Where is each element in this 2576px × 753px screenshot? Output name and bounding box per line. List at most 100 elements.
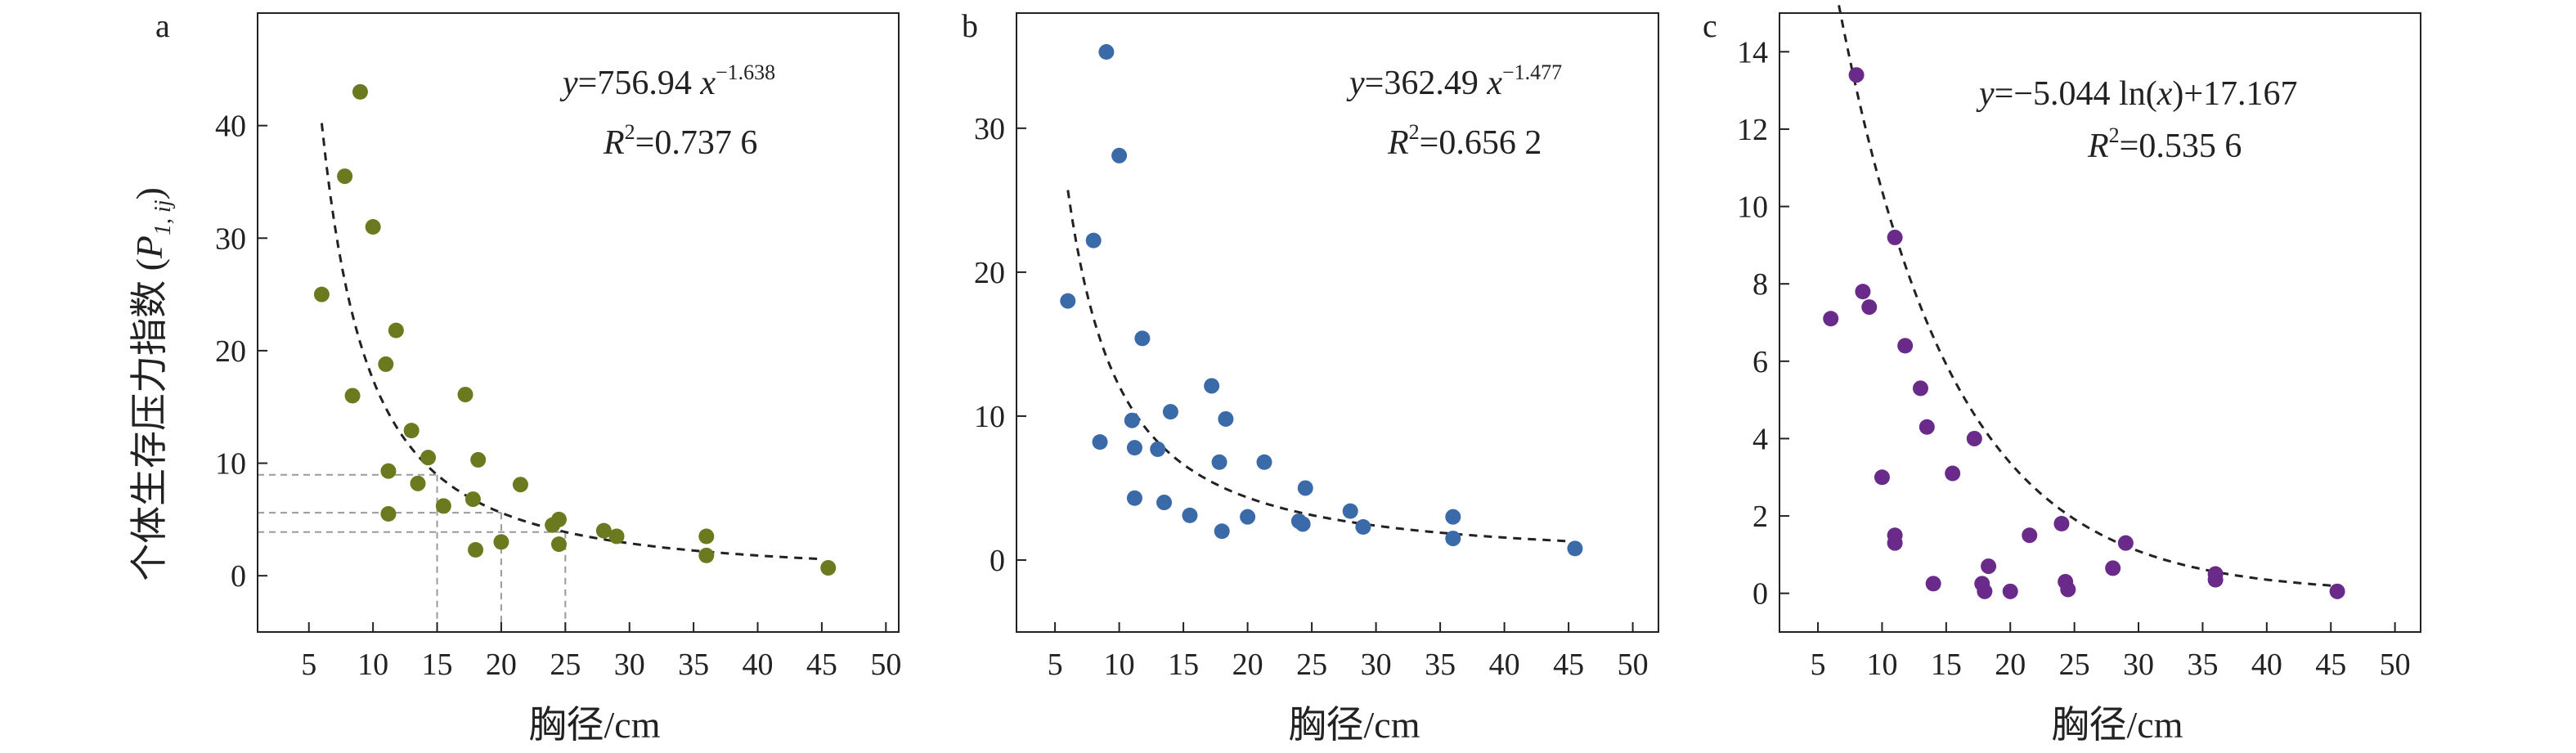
y-axis-label-subscript: 1, ij xyxy=(150,199,176,235)
panel-c-r2: R2=0.535 6 xyxy=(2087,123,2242,165)
panel-b-frame xyxy=(1016,12,1659,633)
panel-b-ytick-label-2: 20 xyxy=(974,256,1005,290)
panel-b-point-26 xyxy=(1567,540,1583,557)
panel-b-r2-sq: 2 xyxy=(1409,120,1420,144)
panel-b-equation: y=362.49 x−1.477 xyxy=(1346,61,1562,102)
y-axis-label-symbol: P xyxy=(128,235,170,259)
panel-c-ytick-label-1: 2 xyxy=(1752,500,1768,534)
panel-c-point-23 xyxy=(2117,535,2134,551)
panel-b-xtick-label-3: 20 xyxy=(1232,648,1263,682)
panel-b-r2-val: =0.656 2 xyxy=(1420,124,1542,162)
panel-c-point-22 xyxy=(2105,560,2121,576)
panel-b-ytick-label-3: 30 xyxy=(974,112,1005,146)
panel-b-eq-x: x xyxy=(1486,65,1502,102)
panel-b-xtick-label-8: 45 xyxy=(1553,648,1584,682)
panel-c-point-17 xyxy=(2002,583,2018,599)
panel-a-ytick-label-3: 30 xyxy=(215,222,246,256)
panel-a-xtick-label-6: 35 xyxy=(678,648,709,682)
panel-a-xtick-label-1: 10 xyxy=(357,648,388,682)
panel-c-xtick-label-5: 30 xyxy=(2123,648,2154,682)
panel-c-ytick-label-7: 14 xyxy=(1737,35,1768,69)
panel-a-xtick-label-5: 30 xyxy=(614,648,645,682)
panel-c-plot: 5 10 15 20 25 30 35 40 45 50 0 2 4 6 8 10 12 14 xyxy=(1737,0,2421,682)
panel-c-point-13 xyxy=(1966,430,1982,446)
panel-a-xtick-label-7: 40 xyxy=(743,648,774,682)
panel-a-ytick-label-1: 10 xyxy=(215,447,246,482)
panel-a-r2: R2=0.737 6 xyxy=(603,120,757,162)
panel-c-r2-r: R xyxy=(2087,128,2109,165)
y-axis-label-close-paren: ) xyxy=(128,187,170,199)
panel-c-xtick-label-0: 5 xyxy=(1811,648,1826,682)
panel-a-point-22 xyxy=(595,522,612,539)
panel-a: a 5 10 15 20 25 30 35 40 45 50 0 10 20 30 40 胸径/cm y=7… xyxy=(155,7,901,746)
panel-b-xtick-label-0: 5 xyxy=(1048,648,1063,682)
panel-b-point-14 xyxy=(1211,454,1227,470)
panel-b-letter: b xyxy=(962,7,978,44)
panel-c-letter: c xyxy=(1703,7,1717,44)
panel-a-point-16 xyxy=(470,451,487,468)
panel-a-point-3 xyxy=(352,83,368,100)
panel-a-xtick-label-4: 25 xyxy=(550,648,581,682)
panel-a-point-23 xyxy=(608,528,625,545)
panel-a-fit-curve xyxy=(320,123,822,561)
panel-c-point-11 xyxy=(1925,576,1941,592)
panel-c-fit-curve xyxy=(1836,0,2331,587)
panel-c-eq-x: x xyxy=(2156,75,2173,113)
panel-b-point-12 xyxy=(1182,507,1198,523)
panel-a-r2-sq: 2 xyxy=(625,120,635,144)
panel-b-point-20 xyxy=(1295,516,1311,532)
panel-c-point-2 xyxy=(1855,284,1871,300)
panel-a-point-14 xyxy=(464,491,481,508)
panel-b-xlabel: 胸径/cm xyxy=(1289,704,1420,746)
panel-c-xtick-label-8: 45 xyxy=(2315,648,2346,682)
panel-b-point-9 xyxy=(1150,441,1166,457)
panel-a-point-12 xyxy=(435,498,451,514)
panel-a-xlabel: 胸径/cm xyxy=(529,704,661,746)
panel-b-xtick-label-2: 15 xyxy=(1168,648,1199,682)
panel-c-xtick-label-9: 50 xyxy=(2380,648,2411,682)
panel-c-point-12 xyxy=(1945,465,1961,482)
panel-b-point-5 xyxy=(1124,412,1140,428)
panel-b-xtick-label-4: 25 xyxy=(1296,648,1327,682)
panel-a-point-6 xyxy=(380,463,397,479)
panel-a-eq-exp: −1.638 xyxy=(716,61,775,84)
panel-c-r2-val: =0.535 6 xyxy=(2120,128,2242,165)
panel-c-point-18 xyxy=(2022,527,2038,544)
panel-c-xtick-label-4: 25 xyxy=(2059,648,2090,682)
panel-b-eq-exp: −1.477 xyxy=(1502,61,1562,84)
panel-a-equation: y=756.94 x−1.638 xyxy=(559,61,775,102)
panel-a-point-24 xyxy=(698,528,715,545)
panel-a-point-18 xyxy=(512,477,528,493)
panel-c-xlabel: 胸径/cm xyxy=(2052,704,2183,746)
panel-c-equation: y=−5.044 ln(x)+17.167 xyxy=(1976,75,2298,113)
panel-c-point-26 xyxy=(2329,583,2345,599)
panel-b-plot: 5 10 15 20 25 30 35 40 45 50 0 10 20 30 xyxy=(974,12,1659,682)
panel-b-point-22 xyxy=(1342,503,1358,519)
panel-a-xtick-label-0: 5 xyxy=(301,648,316,682)
panel-a-point-0 xyxy=(313,286,330,303)
panel-c: c 5 10 15 20 25 30 35 40 45 50 0 2 4 6 8 10 12 14 胸径/cm y… xyxy=(1703,0,2421,746)
panel-a-point-8 xyxy=(388,322,404,338)
panel-c-ytick-label-3: 6 xyxy=(1752,345,1768,379)
panel-b-r2-r: R xyxy=(1387,124,1409,162)
panel-a-point-2 xyxy=(344,388,361,404)
panel-a-point-1 xyxy=(337,168,353,185)
panel-b-point-4 xyxy=(1111,147,1128,164)
panel-b-xtick-label-6: 35 xyxy=(1425,648,1456,682)
panel-b-point-16 xyxy=(1218,410,1234,427)
panel-c-ytick-label-6: 12 xyxy=(1737,113,1768,147)
y-axis-label-text: 个体生存压力指数 xyxy=(128,280,170,581)
panel-c-point-1 xyxy=(1848,67,1865,83)
panel-c-xtick-label-7: 40 xyxy=(2251,648,2282,682)
panel-a-point-10 xyxy=(410,475,426,491)
panel-c-ytick-label-4: 8 xyxy=(1752,267,1768,302)
panel-a-ytick-label-2: 20 xyxy=(215,334,246,369)
panel-a-point-15 xyxy=(468,542,484,558)
panel-c-eq-end: )+17.167 xyxy=(2172,75,2297,113)
panel-c-frame xyxy=(1779,12,2421,633)
panel-c-point-7 xyxy=(1887,535,1903,551)
panel-a-point-20 xyxy=(550,511,567,527)
panel-c-ytick-label-2: 4 xyxy=(1752,422,1768,456)
panel-c-point-15 xyxy=(1977,583,1993,599)
